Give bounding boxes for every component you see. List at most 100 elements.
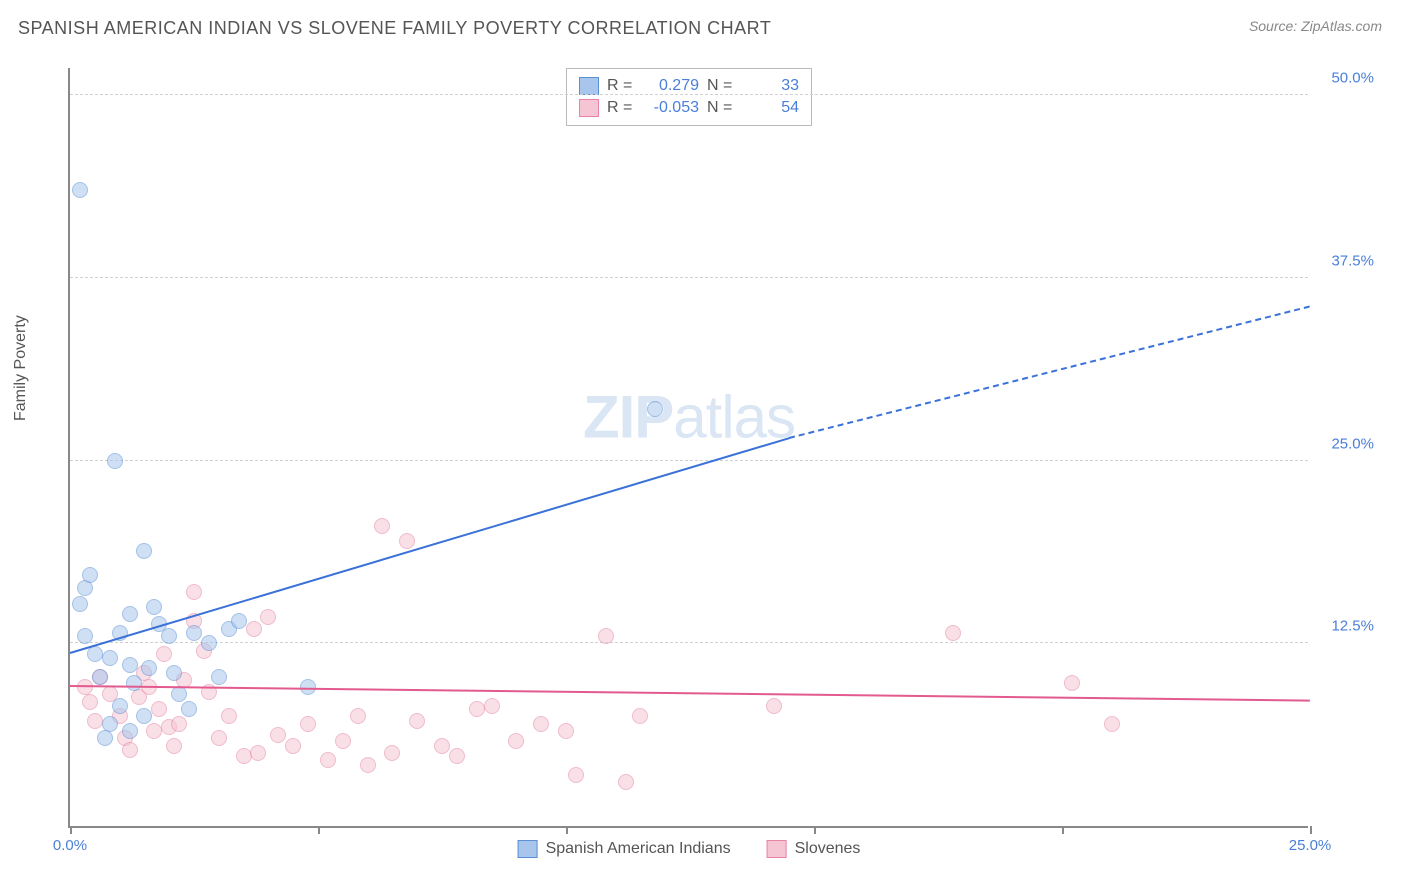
- scatter-point: [618, 774, 634, 790]
- y-tick-label: 25.0%: [1314, 435, 1374, 452]
- scatter-point: [97, 730, 113, 746]
- x-tick: [1062, 826, 1064, 834]
- scatter-point: [151, 701, 167, 717]
- x-tick: [1310, 826, 1312, 834]
- scatter-point: [112, 698, 128, 714]
- x-tick-label: 25.0%: [1289, 837, 1332, 854]
- scatter-point: [647, 401, 663, 417]
- plot-area: ZIPatlas R =0.279N =33R =-0.053N =54 Spa…: [68, 68, 1308, 828]
- x-tick: [70, 826, 72, 834]
- scatter-point: [122, 742, 138, 758]
- series-swatch: [579, 77, 599, 95]
- x-tick: [318, 826, 320, 834]
- scatter-point: [122, 723, 138, 739]
- scatter-point: [449, 748, 465, 764]
- scatter-point: [335, 733, 351, 749]
- legend-item: Slovenes: [767, 840, 861, 858]
- gridline: [70, 460, 1308, 461]
- scatter-point: [166, 738, 182, 754]
- stats-n-label: N =: [707, 99, 735, 117]
- trend-line: [70, 685, 1310, 702]
- scatter-point: [484, 698, 500, 714]
- scatter-point: [533, 716, 549, 732]
- scatter-point: [211, 669, 227, 685]
- scatter-point: [171, 716, 187, 732]
- series-swatch: [518, 840, 538, 858]
- scatter-point: [469, 701, 485, 717]
- scatter-point: [384, 745, 400, 761]
- scatter-point: [1064, 675, 1080, 691]
- stats-r-label: R =: [607, 99, 635, 117]
- scatter-point: [201, 635, 217, 651]
- chart-container: Family Poverty ZIPatlas R =0.279N =33R =…: [18, 48, 1388, 874]
- scatter-point: [161, 628, 177, 644]
- scatter-point: [434, 738, 450, 754]
- scatter-point: [285, 738, 301, 754]
- scatter-point: [146, 723, 162, 739]
- scatter-point: [221, 708, 237, 724]
- stats-r-value: 0.279: [643, 77, 699, 95]
- stats-n-value: 33: [743, 77, 799, 95]
- stats-n-value: 54: [743, 99, 799, 117]
- scatter-point: [126, 675, 142, 691]
- scatter-point: [360, 757, 376, 773]
- scatter-point: [300, 716, 316, 732]
- scatter-point: [508, 733, 524, 749]
- stats-n-label: N =: [707, 77, 735, 95]
- scatter-point: [72, 596, 88, 612]
- scatter-point: [87, 713, 103, 729]
- y-tick-label: 37.5%: [1314, 252, 1374, 269]
- scatter-point: [122, 657, 138, 673]
- trend-line: [70, 437, 790, 654]
- scatter-point: [399, 533, 415, 549]
- scatter-point: [598, 628, 614, 644]
- x-tick: [814, 826, 816, 834]
- scatter-point: [270, 727, 286, 743]
- y-tick-label: 50.0%: [1314, 70, 1374, 87]
- scatter-point: [102, 650, 118, 666]
- y-axis-label: Family Poverty: [12, 315, 30, 421]
- scatter-point: [236, 748, 252, 764]
- legend-label: Spanish American Indians: [546, 840, 731, 858]
- gridline: [70, 94, 1308, 95]
- scatter-point: [156, 646, 172, 662]
- scatter-point: [374, 518, 390, 534]
- series-swatch: [767, 840, 787, 858]
- scatter-point: [250, 745, 266, 761]
- stats-row: R = -0.053 N = 54: [579, 97, 799, 119]
- legend-item: Spanish American Indians: [518, 840, 731, 858]
- scatter-point: [320, 752, 336, 768]
- watermark: ZIPatlas: [583, 382, 795, 451]
- scatter-point: [766, 698, 782, 714]
- scatter-point: [181, 701, 197, 717]
- trend-line: [789, 305, 1310, 438]
- x-tick-label: 0.0%: [53, 837, 87, 854]
- y-tick-label: 12.5%: [1314, 618, 1374, 635]
- scatter-point: [246, 621, 262, 637]
- scatter-point: [211, 730, 227, 746]
- scatter-point: [77, 628, 93, 644]
- scatter-point: [92, 669, 108, 685]
- scatter-point: [122, 606, 138, 622]
- gridline: [70, 642, 1308, 643]
- stats-r-value: -0.053: [643, 99, 699, 117]
- scatter-point: [136, 708, 152, 724]
- scatter-point: [82, 567, 98, 583]
- scatter-point: [146, 599, 162, 615]
- scatter-point: [409, 713, 425, 729]
- scatter-point: [632, 708, 648, 724]
- gridline: [70, 277, 1308, 278]
- legend-label: Slovenes: [795, 840, 861, 858]
- stats-r-label: R =: [607, 77, 635, 95]
- stats-legend-box: R = 0.279 N = 33 R = -0.053 N = 54: [566, 68, 812, 126]
- scatter-point: [72, 182, 88, 198]
- scatter-point: [558, 723, 574, 739]
- series-swatch: [579, 99, 599, 117]
- scatter-point: [136, 543, 152, 559]
- scatter-point: [350, 708, 366, 724]
- scatter-point: [568, 767, 584, 783]
- scatter-point: [141, 660, 157, 676]
- scatter-point: [945, 625, 961, 641]
- scatter-point: [166, 665, 182, 681]
- chart-title: SPANISH AMERICAN INDIAN VS SLOVENE FAMIL…: [18, 18, 771, 39]
